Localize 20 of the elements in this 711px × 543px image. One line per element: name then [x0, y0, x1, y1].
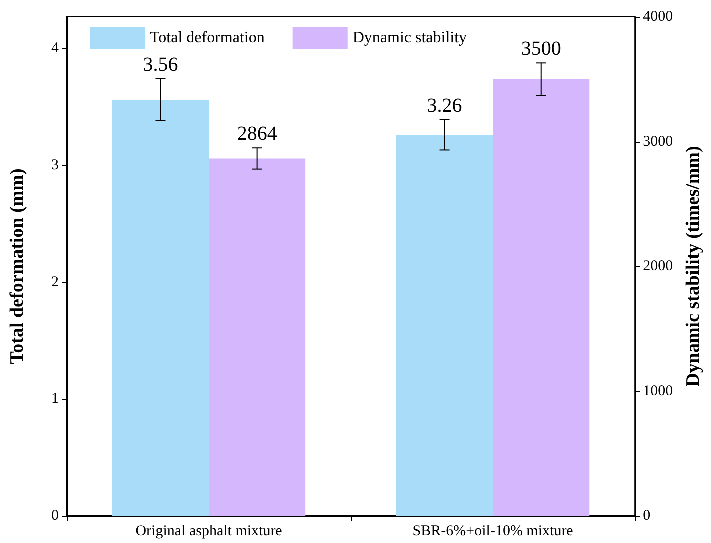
y-axis-title: Total deformation (mm) — [7, 168, 28, 364]
legend-label: Dynamic stability — [352, 30, 468, 46]
y-tick-label: 0 — [52, 508, 59, 524]
y2-tick-label: 0 — [643, 508, 651, 524]
y-tick-label: 1 — [52, 391, 59, 408]
y-tick-label: 2 — [52, 274, 59, 290]
data-label: 3500 — [521, 38, 562, 60]
data-label: 3.26 — [427, 94, 462, 117]
data-label: 3.56 — [143, 54, 178, 76]
legend-label: Total deformation — [150, 30, 265, 46]
y2-axis-title: Dynamic stability (times/mm) — [683, 146, 704, 387]
x-tick-label: SBR-6%+oil-10% mixture — [412, 524, 574, 540]
y2-tick-label: 3000 — [643, 134, 674, 150]
y2-tick-label: 4000 — [643, 9, 674, 25]
y-tick-label: 3 — [52, 157, 59, 174]
y2-tick-label: 1000 — [643, 383, 674, 400]
data-label: 2864 — [237, 123, 278, 146]
x-tick-label: Original asphalt mixture — [136, 524, 283, 540]
y-tick-label: 4 — [52, 40, 60, 57]
y2-tick-label: 2000 — [643, 258, 674, 274]
